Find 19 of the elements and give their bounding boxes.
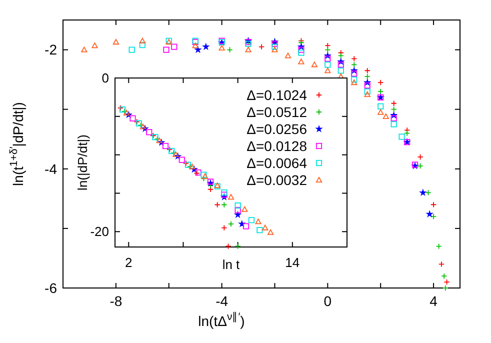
legend-label: Δ=0.0256	[246, 120, 308, 137]
x-tick-label: 4	[430, 293, 438, 309]
x-axis-title: ln(tΔ$^{ν∥′}$)	[198, 311, 245, 329]
legend-label: Δ=0.0128	[246, 138, 308, 154]
legend-label: Δ=0.0512	[246, 104, 308, 120]
x-tick-label: 2	[125, 255, 132, 270]
x-tick-label: -4	[216, 293, 228, 309]
legend-label: Δ=0.0032	[246, 172, 308, 188]
y-tick-label: -2	[44, 42, 58, 58]
x-axis-title: ln t	[222, 257, 240, 272]
y-tick-label: -6	[44, 280, 58, 296]
y-axis-title: ln(|dP/dt|)	[75, 134, 90, 190]
legend-label: Δ=0.0064	[246, 154, 308, 171]
x-tick-label: 14	[285, 255, 300, 270]
x-tick-label: -8	[110, 293, 122, 309]
y-tick-label: -4	[44, 160, 58, 177]
y-tick-label: -20	[90, 224, 109, 240]
x-tick-label: 0	[324, 293, 332, 309]
legend-label: Δ=0.1024	[246, 86, 308, 103]
